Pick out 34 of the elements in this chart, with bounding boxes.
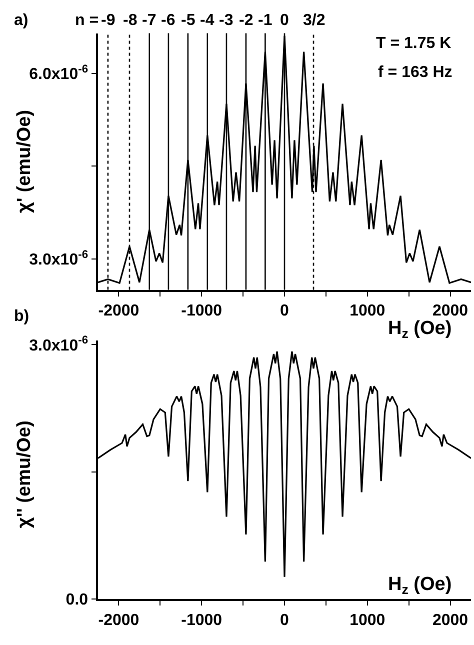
x-tick-label: -2000 — [98, 612, 140, 629]
annotation: T = 1.75 K — [376, 35, 452, 52]
x-tick-label: -2000 — [98, 302, 140, 320]
x-tick-label: 2000 — [432, 302, 468, 320]
annotation: -4 — [200, 12, 214, 29]
text: n = — [75, 12, 99, 29]
x-tick-label: 1000 — [350, 612, 386, 629]
y-axis-title: χ'' (emu/Oe) — [14, 420, 35, 528]
text: b) — [14, 308, 30, 325]
y-tick-label: 3.0x10$^{-6}$ — [29, 248, 88, 268]
annotation: 3/2 — [303, 12, 326, 29]
y-axis-title: χ' (emu/Oe) — [14, 110, 35, 214]
text: a) — [14, 12, 28, 29]
x-tick-label: 0 — [280, 612, 290, 629]
annotation: -5 — [181, 12, 196, 29]
x-axis-title: H$_{z}$ (Oe) — [388, 318, 452, 341]
y-tick-label: 0.0 — [66, 592, 88, 609]
annotation: -6 — [161, 12, 176, 29]
x-tick-label: -1000 — [181, 302, 222, 320]
y-tick-label: 6.0x10$^{-6}$ — [29, 63, 88, 84]
annotation: -9 — [101, 12, 116, 29]
annotation: -7 — [142, 12, 156, 29]
annotation: f = 163 Hz — [378, 64, 452, 81]
x-tick-label: 1000 — [350, 302, 386, 320]
x-axis-title: H$_{z}$ (Oe) — [388, 574, 452, 597]
x-tick-label: 0 — [280, 302, 290, 320]
annotation: 0 — [280, 12, 289, 29]
x-tick-label: -1000 — [181, 612, 222, 629]
annotation: -3 — [219, 12, 234, 29]
y-tick-label: 3.0x10$^{-6}$ — [29, 334, 88, 354]
x-tick-label: 2000 — [432, 612, 468, 629]
annotation: -1 — [258, 12, 272, 29]
annotation: -8 — [123, 12, 138, 29]
annotation: -2 — [239, 12, 254, 29]
